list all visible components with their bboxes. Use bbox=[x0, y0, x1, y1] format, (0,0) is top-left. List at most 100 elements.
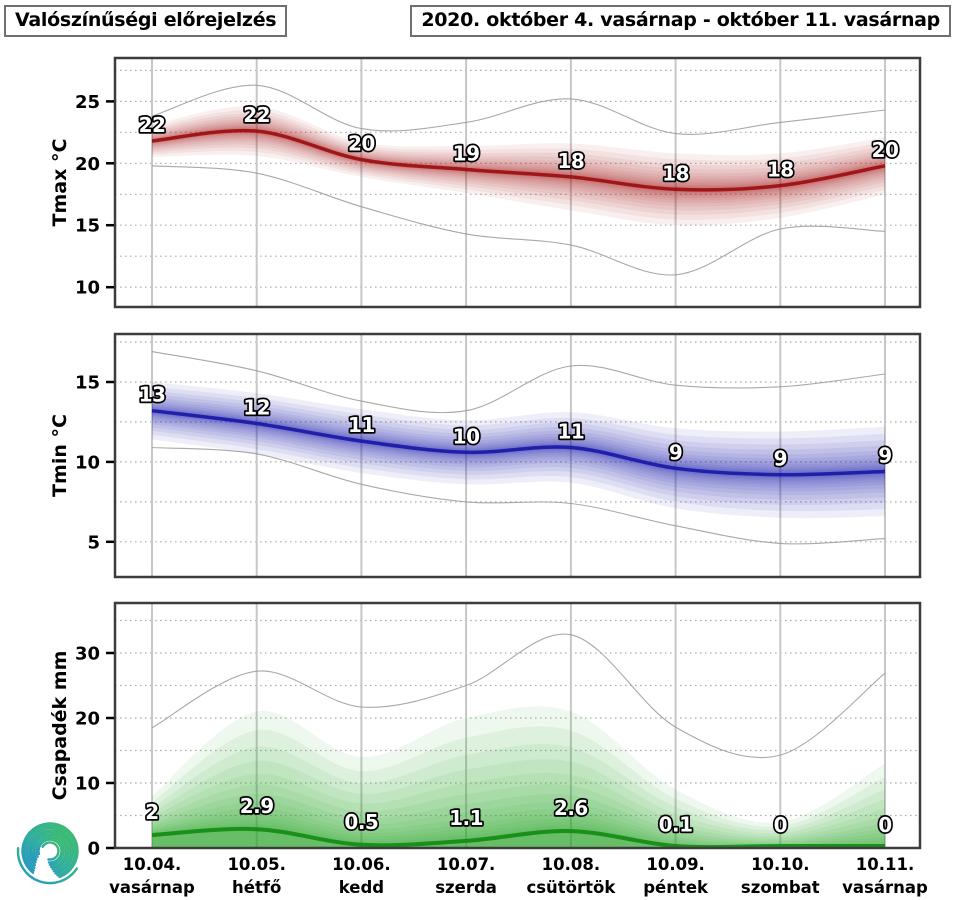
logo-arc bbox=[23, 824, 77, 877]
x-date-label: 10.05. bbox=[227, 855, 285, 874]
value-label: 2.9 bbox=[240, 794, 274, 818]
omsz-logo-icon bbox=[16, 822, 79, 885]
value-label: 11 bbox=[348, 413, 375, 437]
x-date-label: 10.10. bbox=[751, 855, 809, 874]
value-label: 19 bbox=[453, 142, 480, 166]
probability-band bbox=[152, 399, 885, 492]
x-date-label: 10.11. bbox=[856, 855, 914, 874]
probability-band bbox=[152, 402, 885, 488]
probability-band bbox=[152, 407, 885, 480]
x-weekday-label: csütörtök bbox=[526, 878, 616, 897]
x-axis-labels: 10.04. vasárnap 10.05. hétfő 10.06. kedd 10.07… bbox=[109, 855, 928, 897]
value-label: 0 bbox=[878, 813, 891, 837]
y-tick-label: 15 bbox=[75, 373, 100, 394]
x-weekday-label: vasárnap bbox=[109, 878, 195, 897]
median-line bbox=[151, 408, 886, 477]
value-label: 0 bbox=[774, 813, 787, 837]
x-date-label: 10.07. bbox=[437, 855, 495, 874]
logo-arc bbox=[28, 829, 72, 873]
panel-border bbox=[113, 56, 922, 309]
value-label: 2.6 bbox=[554, 796, 588, 820]
y-axis-title: Tmax °C bbox=[49, 139, 71, 227]
value-label: 20 bbox=[348, 132, 375, 156]
probability-band bbox=[152, 126, 885, 197]
x-weekday-label: vasárnap bbox=[842, 878, 928, 897]
value-label: 22 bbox=[139, 113, 166, 137]
envelope-lower-line bbox=[151, 165, 886, 276]
logo-arc bbox=[25, 826, 75, 875]
probability-band bbox=[152, 404, 885, 485]
panel-border bbox=[113, 332, 922, 579]
value-label: 18 bbox=[662, 161, 689, 185]
y-tick-label: 30 bbox=[75, 644, 100, 665]
panel-border bbox=[113, 601, 922, 850]
logo-arc bbox=[32, 833, 68, 869]
probability-band bbox=[152, 813, 885, 848]
x-date-label: 10.09. bbox=[646, 855, 704, 874]
value-label: 0.5 bbox=[344, 810, 378, 834]
value-label: 13 bbox=[139, 383, 166, 407]
x-date-label: 10.06. bbox=[332, 855, 390, 874]
median-line bbox=[151, 826, 885, 848]
probability-band bbox=[152, 784, 885, 848]
y-axis-title: Tmin °C bbox=[49, 414, 71, 497]
envelope-lower-line bbox=[151, 446, 886, 545]
y-tick-label: 20 bbox=[75, 709, 100, 730]
value-label: 10 bbox=[453, 424, 480, 448]
value-label: 9 bbox=[878, 444, 891, 468]
median-line bbox=[151, 128, 886, 192]
value-label: 11 bbox=[557, 420, 584, 444]
probability-band bbox=[152, 116, 885, 211]
probability-band bbox=[152, 105, 885, 226]
logo-arc bbox=[37, 838, 63, 864]
y-tick-label: 25 bbox=[75, 92, 100, 113]
probability-band bbox=[152, 123, 885, 201]
value-label: 2 bbox=[145, 800, 158, 824]
x-weekday-label: szerda bbox=[435, 878, 497, 897]
probability-band bbox=[152, 801, 885, 848]
value-label: 9 bbox=[774, 447, 787, 471]
value-label: 1.1 bbox=[449, 806, 483, 830]
value-label: 9 bbox=[669, 440, 682, 464]
probability-band bbox=[152, 394, 885, 500]
y-tick-label: 5 bbox=[87, 532, 100, 553]
tmax-fan-chart: 10 15 20 25 Tmax °C 22 22 20 19 18 18 18 20 bbox=[49, 56, 922, 309]
y-axis-title: Csapadék mm bbox=[49, 651, 71, 801]
probability-band bbox=[152, 118, 885, 207]
y-tick-label: 0 bbox=[87, 839, 100, 860]
probability-band bbox=[152, 726, 885, 848]
probability-band bbox=[152, 121, 885, 204]
probability-band bbox=[152, 127, 885, 195]
x-date-label: 10.04. bbox=[123, 855, 181, 874]
x-date-label: 10.08. bbox=[542, 855, 600, 874]
y-tick-label: 10 bbox=[75, 278, 100, 299]
probability-band bbox=[152, 759, 885, 848]
page-title: Valószínűségi előrejelzés bbox=[4, 5, 288, 37]
value-label: 18 bbox=[557, 149, 584, 173]
envelope-upper-line bbox=[151, 633, 886, 759]
x-weekday-label: szombat bbox=[741, 878, 820, 897]
probability-band bbox=[152, 807, 885, 848]
probability-band bbox=[152, 772, 885, 848]
date-range-title: 2020. október 4. vasárnap - október 11. … bbox=[410, 5, 951, 37]
x-weekday-label: péntek bbox=[643, 878, 709, 897]
value-label: 12 bbox=[243, 396, 270, 420]
y-tick-label: 10 bbox=[75, 774, 100, 795]
probability-band bbox=[152, 793, 885, 848]
x-weekday-label: hétfő bbox=[232, 878, 281, 897]
logo-arc bbox=[21, 822, 79, 879]
value-label: 0.1 bbox=[659, 812, 693, 836]
x-weekday-label: kedd bbox=[339, 878, 384, 897]
envelope-upper-line bbox=[151, 351, 886, 414]
y-tick-label: 15 bbox=[75, 216, 100, 237]
y-tick-label: 20 bbox=[75, 154, 100, 175]
probability-band bbox=[152, 109, 885, 220]
logo-arc bbox=[41, 841, 60, 861]
logo-arc bbox=[16, 847, 78, 885]
value-label: 18 bbox=[767, 158, 794, 182]
value-label: 20 bbox=[872, 138, 899, 162]
